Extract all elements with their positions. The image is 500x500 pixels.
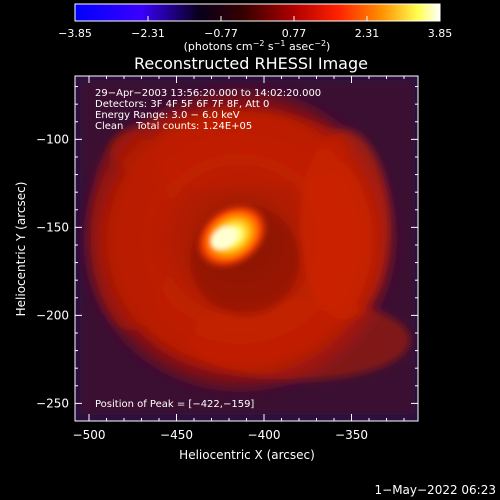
x-tick-label: −350 (335, 428, 368, 442)
x-axis-ticks: −500 −450 −400 −350 (73, 76, 405, 442)
y-axis-ticks: −250 −200 −150 −100 (36, 86, 418, 410)
plot-area (75, 76, 418, 421)
ring-bright-east (90, 130, 170, 330)
peak-position-label: Position of Peak = [−422,−159] (95, 399, 254, 410)
colorbar-frame (74, 3, 441, 22)
ring-bright-north (110, 110, 350, 190)
annotation-energy-range: Energy Range: 3.0 − 6.0 keV (95, 110, 240, 121)
y-tick-label: −150 (36, 220, 69, 234)
annotation-block: 29−Apr−2003 13:56:20.000 to 14:02:20.000… (95, 88, 321, 132)
ring-bright-south (190, 300, 410, 380)
y-tick-label: −100 (36, 132, 69, 146)
footer-timestamp: 1−May−2022 06:23 (375, 483, 497, 497)
y-tick-label: −250 (36, 396, 69, 410)
annotation-clean-counts: Clean Total counts: 1.24E+05 (95, 121, 252, 132)
x-tick-label: −400 (248, 428, 281, 442)
annotation-time-range: 29−Apr−2003 13:56:20.000 to 14:02:20.000 (95, 88, 321, 99)
ring-bright-west (300, 130, 390, 320)
colorbar-unit: (photons cm−2 s−1 asec−2) (184, 39, 331, 53)
peak-source (194, 202, 270, 270)
colorbar-tick-label: −0.77 (204, 27, 238, 40)
y-tick-label: −200 (36, 308, 69, 322)
x-axis-label: Heliocentric X (arcsec) (179, 448, 315, 462)
colorbar-tick-label: 3.85 (428, 27, 453, 40)
colorbar: −3.85 −2.31 −0.77 0.77 2.31 3.85 (photons cm−… (58, 3, 452, 53)
x-tick-label: −450 (160, 428, 193, 442)
chart-title: Reconstructed RHESSI Image (134, 54, 368, 73)
colorbar-tick-label: 2.31 (355, 27, 380, 40)
x-tick-label: −500 (73, 428, 106, 442)
colorbar-tick-label: −3.85 (58, 27, 92, 40)
peak-core (211, 226, 237, 250)
colorbar-tick-label: 0.77 (282, 27, 307, 40)
y-axis-label: Heliocentric Y (arcsec) (14, 182, 28, 317)
annotation-detectors: Detectors: 3F 4F 5F 6F 7F 8F, Att 0 (95, 99, 269, 110)
colorbar-gradient (75, 4, 440, 21)
colorbar-tick-label: −2.31 (131, 27, 165, 40)
colorbar-ticks: −3.85 −2.31 −0.77 0.77 2.31 3.85 (58, 16, 452, 40)
